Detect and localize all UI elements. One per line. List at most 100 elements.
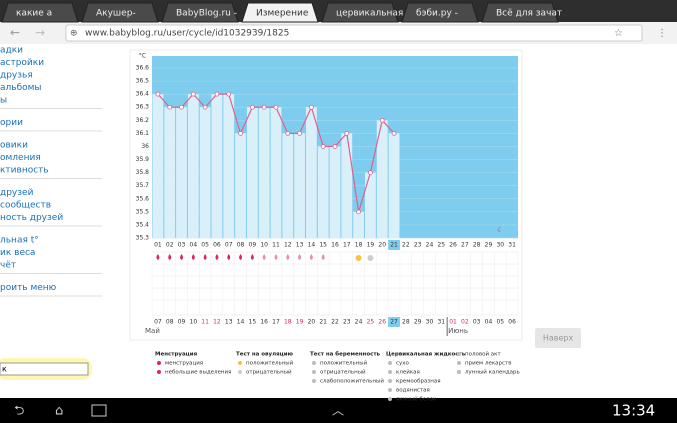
y-tick-label: 35.3 bbox=[136, 235, 150, 242]
day-column bbox=[294, 133, 305, 238]
date-label: 30 bbox=[426, 319, 434, 326]
legend-icon bbox=[388, 361, 392, 365]
legend-icon bbox=[388, 379, 392, 383]
omnibox[interactable] bbox=[65, 24, 643, 42]
tab[interactable] bbox=[401, 2, 479, 23]
day-column bbox=[235, 133, 246, 238]
legend-icon bbox=[312, 361, 316, 365]
sidebar-link[interactable]: роить меню bbox=[0, 283, 57, 293]
x-tick-label: 03 bbox=[178, 242, 186, 249]
legend-icon bbox=[388, 388, 392, 392]
menstruation-icon bbox=[298, 254, 302, 260]
x-tick-label: 07 bbox=[225, 242, 233, 249]
y-tick-label: 36.6 bbox=[136, 65, 150, 72]
legend-item: менструация bbox=[165, 361, 203, 367]
legend-item: положительный bbox=[246, 360, 294, 367]
sidebar-link[interactable]: ктивность bbox=[0, 166, 49, 176]
tab[interactable] bbox=[321, 2, 399, 23]
date-label: 04 bbox=[485, 319, 493, 326]
legend-title: Тест на овуляцию bbox=[236, 352, 294, 358]
y-tick-label: 36.2 bbox=[136, 117, 150, 124]
tab[interactable] bbox=[1, 2, 79, 23]
date-label: 15 bbox=[249, 319, 257, 326]
legend-item: прием лекарств bbox=[465, 361, 512, 367]
temp-point bbox=[261, 104, 267, 110]
x-tick-label: 04 bbox=[190, 242, 198, 249]
day-column bbox=[223, 94, 235, 239]
x-tick-label: 19 bbox=[367, 242, 375, 249]
star[interactable]: ☆ bbox=[614, 28, 623, 39]
month-label: Июнь bbox=[448, 327, 468, 335]
menstruation-icon bbox=[250, 254, 254, 260]
sidebar-link[interactable]: ории bbox=[0, 118, 23, 128]
menu[interactable]: ⋮ bbox=[657, 28, 667, 39]
x-tick-label: 29 bbox=[485, 242, 493, 249]
globe: ⊕ bbox=[70, 29, 78, 39]
legend-item: сухо bbox=[396, 361, 410, 367]
sidebar-link[interactable]: адки bbox=[0, 46, 23, 56]
sidebar-link[interactable]: сообществ bbox=[0, 201, 51, 211]
x-tick-label: 21 bbox=[390, 242, 398, 249]
x-tick-label: 01 bbox=[154, 242, 162, 249]
tab-title: Измерение bbox=[256, 9, 309, 19]
date-label: 11 bbox=[201, 319, 209, 326]
forward[interactable]: → bbox=[35, 26, 45, 40]
nav-recent[interactable] bbox=[91, 404, 107, 417]
temp-point bbox=[238, 130, 243, 136]
date-label: 22 bbox=[331, 319, 339, 326]
sidebar-link[interactable]: ность друзей bbox=[0, 213, 63, 223]
day-column bbox=[246, 107, 258, 238]
x-tick-label: 25 bbox=[437, 242, 445, 249]
day-column bbox=[282, 133, 294, 238]
tab[interactable] bbox=[81, 2, 159, 23]
date-label: 18 bbox=[284, 319, 292, 326]
x-tick-label: 06 bbox=[213, 242, 221, 249]
date-label: 01 bbox=[449, 319, 457, 326]
x-tick-label: 08 bbox=[237, 242, 245, 249]
back[interactable]: ← bbox=[10, 26, 20, 40]
temp-point bbox=[320, 144, 326, 149]
day-column bbox=[258, 107, 270, 238]
sidebar-link[interactable]: ик веса bbox=[0, 248, 35, 258]
menstruation-icon bbox=[274, 254, 278, 260]
nav-back[interactable]: ⮌ bbox=[14, 404, 24, 419]
temp-point bbox=[155, 91, 161, 97]
search-box[interactable] bbox=[0, 362, 89, 376]
y-tick-label: 35.6 bbox=[136, 195, 150, 202]
sidebar-link[interactable]: омления bbox=[0, 153, 41, 163]
moon: ☾ bbox=[497, 226, 503, 234]
y-tick-label: 36.1 bbox=[136, 130, 150, 137]
temp-point bbox=[379, 117, 385, 123]
nav-up[interactable]: ︿ bbox=[332, 404, 344, 418]
date-label: 21 bbox=[319, 319, 327, 326]
sidebar-link[interactable]: друзей bbox=[0, 188, 34, 198]
legend-item: клейкая bbox=[396, 369, 420, 376]
temp-point bbox=[179, 104, 184, 110]
top-button[interactable] bbox=[535, 328, 581, 348]
y-tick-label: 36 bbox=[141, 143, 149, 150]
x-tick-label: 23 bbox=[414, 242, 422, 249]
sidebar-link[interactable]: овики bbox=[0, 141, 28, 151]
day-column bbox=[388, 133, 400, 238]
sidebar-link[interactable]: ы bbox=[0, 96, 7, 106]
temp-point bbox=[391, 130, 397, 136]
tab[interactable] bbox=[161, 2, 239, 23]
sidebar-link[interactable]: астройки bbox=[0, 58, 44, 68]
nav-home[interactable]: ⌂ bbox=[55, 404, 63, 419]
sidebar-link[interactable]: льная t° bbox=[0, 236, 39, 246]
sidebar-link[interactable]: альбомы bbox=[0, 83, 42, 93]
legend-title: Менструация bbox=[155, 352, 198, 358]
temp-point bbox=[285, 130, 291, 136]
date-label: 27 bbox=[390, 319, 398, 326]
y-tick-label: 35.9 bbox=[136, 156, 150, 163]
tab[interactable] bbox=[241, 2, 319, 23]
date-label: 17 bbox=[272, 319, 280, 326]
sidebar-link[interactable]: чёт bbox=[0, 261, 16, 271]
x-tick-label: 10 bbox=[260, 242, 268, 249]
day-column bbox=[365, 172, 376, 238]
tab[interactable] bbox=[481, 2, 559, 23]
date-label: 20 bbox=[308, 319, 316, 326]
menstruation-icon bbox=[227, 254, 231, 260]
x-tick-label: 20 bbox=[378, 242, 386, 249]
sidebar-link[interactable]: друзья bbox=[0, 71, 33, 81]
